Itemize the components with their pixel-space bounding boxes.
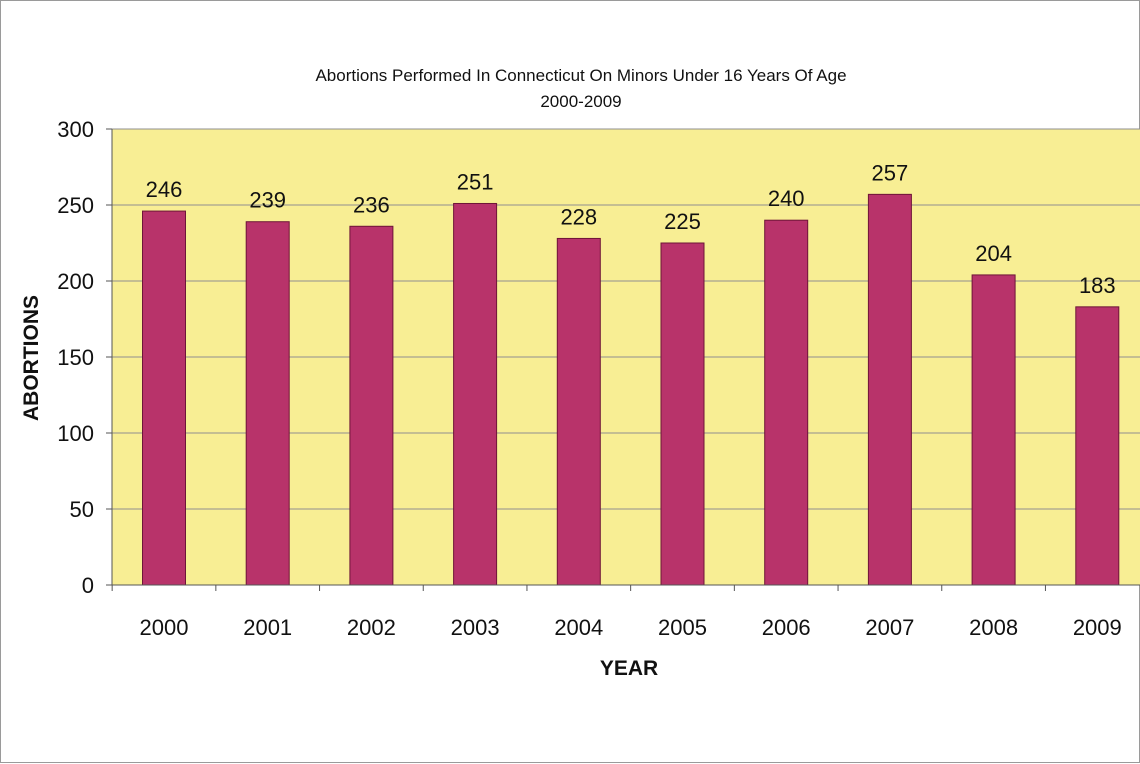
bars xyxy=(142,193,1120,586)
y-tick-label: 300 xyxy=(57,117,94,142)
data-label-2004: 228 xyxy=(560,204,597,229)
x-tick-label-2002: 2002 xyxy=(347,615,396,640)
x-tick-labels: 2000 2001 2002 2003 2004 2005 2006 2007 2008 2009 xyxy=(140,615,1122,640)
y-tick-label: 100 xyxy=(57,421,94,446)
data-label-2005: 225 xyxy=(664,209,701,234)
data-label-2007: 257 xyxy=(872,160,909,185)
data-label-2006: 240 xyxy=(768,186,805,211)
bar-2005 xyxy=(660,242,705,586)
y-tick-label: 200 xyxy=(57,269,94,294)
bar-2004 xyxy=(556,237,601,586)
bar-2001 xyxy=(245,221,290,586)
bar-2003 xyxy=(453,202,498,586)
bar-2002 xyxy=(349,225,394,586)
chart-title: Abortions Performed In Connecticut On Mi… xyxy=(315,66,846,85)
data-label-2008: 204 xyxy=(975,241,1012,266)
axes xyxy=(106,128,1140,591)
x-tick-label-2004: 2004 xyxy=(554,615,603,640)
x-axis-title: YEAR xyxy=(600,657,658,680)
bar-2006 xyxy=(764,219,809,586)
x-tick-label-2000: 2000 xyxy=(140,615,189,640)
x-tick-label-2005: 2005 xyxy=(658,615,707,640)
x-tick-label-2006: 2006 xyxy=(762,615,811,640)
x-tick-label-2001: 2001 xyxy=(243,615,292,640)
bar-2008 xyxy=(971,274,1016,586)
data-label-2003: 251 xyxy=(457,169,494,194)
bar-2009 xyxy=(1075,306,1120,586)
x-tick-label-2009: 2009 xyxy=(1073,615,1122,640)
bar-labels: 246 239 236 251 228 225 240 257 204 183 xyxy=(146,160,1116,297)
y-tick-label: 0 xyxy=(82,573,94,598)
data-label-2001: 239 xyxy=(249,188,286,213)
y-axis-title: ABORTIONS xyxy=(20,295,43,421)
x-tick-label-2008: 2008 xyxy=(969,615,1018,640)
bar-2007 xyxy=(867,193,912,586)
x-tick-label-2007: 2007 xyxy=(865,615,914,640)
bar-2000 xyxy=(142,210,186,586)
data-label-2002: 236 xyxy=(353,192,390,217)
y-tick-label: 50 xyxy=(70,497,94,522)
x-tick-label-2003: 2003 xyxy=(451,615,500,640)
y-tick-label: 250 xyxy=(57,193,94,218)
data-label-2000: 246 xyxy=(146,177,183,202)
chart-subtitle: 2000-2009 xyxy=(540,92,621,111)
y-tick-labels: 0 50 100 150 200 250 300 xyxy=(57,117,94,598)
y-tick-label: 150 xyxy=(57,345,94,370)
data-label-2009: 183 xyxy=(1079,273,1116,298)
